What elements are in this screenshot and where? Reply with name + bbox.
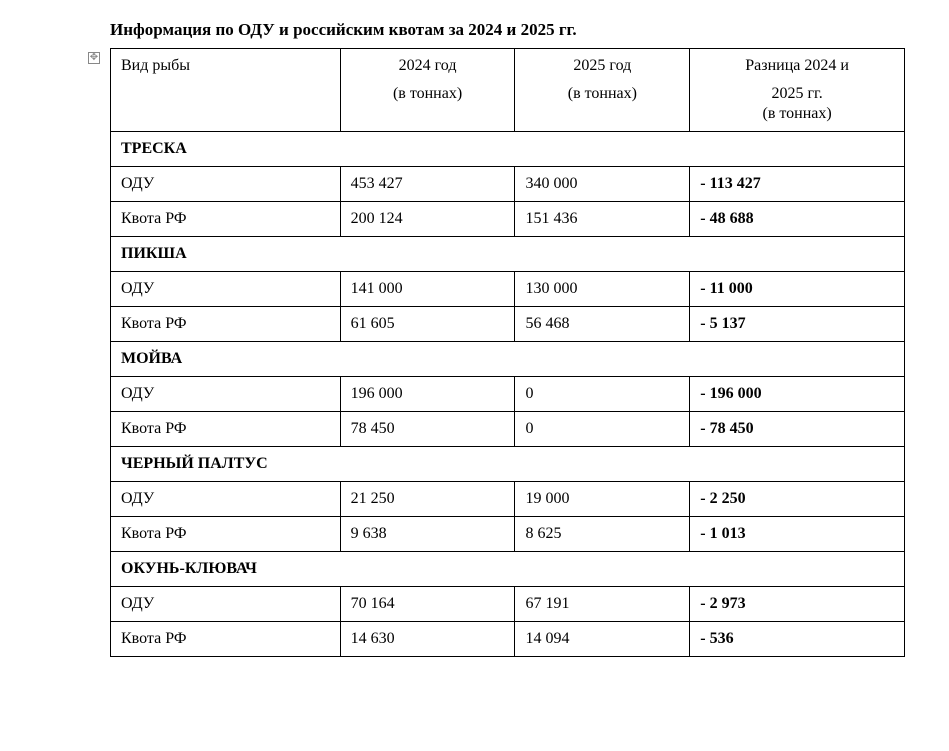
table-row: ОДУ141 000130 000- 11 000	[111, 272, 905, 307]
row-2024: 453 427	[340, 167, 515, 202]
row-2024: 141 000	[340, 272, 515, 307]
row-label: Квота РФ	[111, 517, 341, 552]
row-diff: - 196 000	[690, 377, 905, 412]
section-name: МОЙВА	[111, 342, 905, 377]
header-2024: 2024 год (в тоннах)	[340, 49, 515, 132]
row-2025: 130 000	[515, 272, 690, 307]
row-diff: - 11 000	[690, 272, 905, 307]
row-2024: 9 638	[340, 517, 515, 552]
row-diff: - 1 013	[690, 517, 905, 552]
row-2024: 61 605	[340, 307, 515, 342]
row-diff: - 5 137	[690, 307, 905, 342]
row-2025: 151 436	[515, 202, 690, 237]
row-label: Квота РФ	[111, 202, 341, 237]
table-row: Квота РФ61 60556 468- 5 137	[111, 307, 905, 342]
table-header-row: Вид рыбы 2024 год (в тоннах) 2025 год (в…	[111, 49, 905, 132]
row-2025: 67 191	[515, 587, 690, 622]
row-diff: - 48 688	[690, 202, 905, 237]
row-label: Квота РФ	[111, 412, 341, 447]
section-header-row: ЧЕРНЫЙ ПАЛТУС	[111, 447, 905, 482]
header-2025-line1: 2025 год	[525, 57, 679, 75]
row-2024: 70 164	[340, 587, 515, 622]
section-header-row: ТРЕСКА	[111, 132, 905, 167]
row-label: ОДУ	[111, 587, 341, 622]
row-2025: 19 000	[515, 482, 690, 517]
row-diff: - 78 450	[690, 412, 905, 447]
header-diff-line1: Разница 2024 и	[700, 57, 894, 75]
row-2025: 8 625	[515, 517, 690, 552]
page-title: Информация по ОДУ и российским квотам за…	[40, 20, 910, 40]
table-row: Квота РФ9 6388 625- 1 013	[111, 517, 905, 552]
table-row: Квота РФ200 124151 436- 48 688	[111, 202, 905, 237]
header-2024-line1: 2024 год	[351, 57, 505, 75]
table-row: ОДУ70 16467 191- 2 973	[111, 587, 905, 622]
row-diff: - 113 427	[690, 167, 905, 202]
row-label: Квота РФ	[111, 307, 341, 342]
header-2024-line2: (в тоннах)	[351, 85, 505, 103]
table-row: Квота РФ78 4500- 78 450	[111, 412, 905, 447]
header-2025-line2: (в тоннах)	[525, 85, 679, 103]
row-label: ОДУ	[111, 482, 341, 517]
header-species: Вид рыбы	[111, 49, 341, 132]
section-name: ЧЕРНЫЙ ПАЛТУС	[111, 447, 905, 482]
row-2024: 14 630	[340, 622, 515, 657]
row-2025: 14 094	[515, 622, 690, 657]
row-2024: 78 450	[340, 412, 515, 447]
quota-table: Вид рыбы 2024 год (в тоннах) 2025 год (в…	[110, 48, 905, 657]
table-row: ОДУ21 25019 000- 2 250	[111, 482, 905, 517]
row-2025: 0	[515, 412, 690, 447]
section-name: ТРЕСКА	[111, 132, 905, 167]
row-label: Квота РФ	[111, 622, 341, 657]
section-name: ПИКША	[111, 237, 905, 272]
header-2025: 2025 год (в тоннах)	[515, 49, 690, 132]
section-header-row: МОЙВА	[111, 342, 905, 377]
row-label: ОДУ	[111, 377, 341, 412]
row-label: ОДУ	[111, 167, 341, 202]
table-row: ОДУ453 427340 000- 113 427	[111, 167, 905, 202]
row-2024: 200 124	[340, 202, 515, 237]
header-diff-line2: 2025 гг.	[700, 85, 894, 103]
row-2024: 196 000	[340, 377, 515, 412]
row-2025: 56 468	[515, 307, 690, 342]
row-2025: 340 000	[515, 167, 690, 202]
section-name: ОКУНЬ-КЛЮВАЧ	[111, 552, 905, 587]
header-diff-line3: (в тоннах)	[700, 105, 894, 123]
section-header-row: ОКУНЬ-КЛЮВАЧ	[111, 552, 905, 587]
table-row: ОДУ196 0000- 196 000	[111, 377, 905, 412]
row-diff: - 2 973	[690, 587, 905, 622]
header-diff: Разница 2024 и 2025 гг. (в тоннах)	[690, 49, 905, 132]
row-label: ОДУ	[111, 272, 341, 307]
row-diff: - 2 250	[690, 482, 905, 517]
section-header-row: ПИКША	[111, 237, 905, 272]
row-2024: 21 250	[340, 482, 515, 517]
table-anchor-icon: ✥	[88, 52, 100, 64]
table-row: Квота РФ14 63014 094- 536	[111, 622, 905, 657]
row-2025: 0	[515, 377, 690, 412]
row-diff: - 536	[690, 622, 905, 657]
